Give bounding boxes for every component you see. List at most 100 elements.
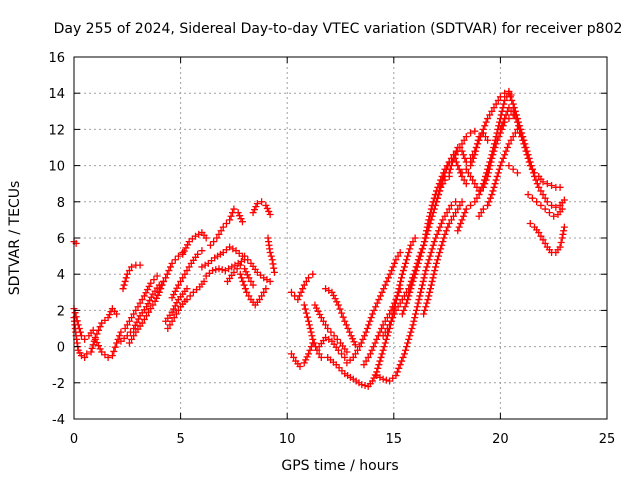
data-point-plus xyxy=(486,111,494,119)
data-point-plus xyxy=(290,353,298,361)
data-point-plus xyxy=(198,247,206,255)
data-point-plus xyxy=(539,191,547,199)
data-point-plus xyxy=(83,350,91,358)
data-point-plus xyxy=(396,285,404,293)
data-point-plus xyxy=(435,191,443,199)
data-point-plus xyxy=(423,299,431,307)
data-point-plus xyxy=(556,183,564,191)
data-point-plus xyxy=(328,288,336,296)
data-point-plus xyxy=(558,234,566,242)
data-point-plus xyxy=(469,176,477,184)
data-point-plus xyxy=(142,303,150,311)
data-point-plus xyxy=(475,191,483,199)
data-point-plus xyxy=(403,256,411,264)
data-point-plus xyxy=(145,282,153,290)
data-point-plus xyxy=(168,259,176,267)
y-tick-label: -4 xyxy=(52,413,65,428)
data-point-plus xyxy=(313,346,321,354)
data-point-plus xyxy=(404,339,412,347)
data-point-plus xyxy=(386,321,394,329)
y-tick-label: 10 xyxy=(48,160,65,175)
data-point-plus xyxy=(172,310,180,318)
data-point-plus xyxy=(513,169,521,177)
data-point-plus xyxy=(330,332,338,340)
data-point-plus xyxy=(488,151,496,159)
data-point-plus xyxy=(305,321,313,329)
data-point-plus xyxy=(258,292,266,300)
data-point-plus xyxy=(518,133,526,141)
data-point-plus xyxy=(419,277,427,285)
data-point-plus xyxy=(467,129,475,137)
data-point-plus xyxy=(121,277,129,285)
data-point-plus xyxy=(505,140,513,148)
series-track-32 xyxy=(360,285,404,369)
data-point-plus xyxy=(311,301,319,309)
data-point-plus xyxy=(509,111,517,119)
data-point-plus xyxy=(501,115,509,123)
data-point-plus xyxy=(452,209,460,217)
data-point-plus xyxy=(477,209,485,217)
data-point-plus xyxy=(461,209,469,217)
data-point-plus xyxy=(475,136,483,144)
data-point-plus xyxy=(502,111,510,119)
data-point-plus xyxy=(170,305,178,313)
data-point-plus xyxy=(559,230,567,238)
data-point-plus xyxy=(441,230,449,238)
data-point-plus xyxy=(454,147,462,155)
data-point-plus xyxy=(366,317,374,325)
data-point-plus xyxy=(501,151,509,159)
data-point-plus xyxy=(427,281,435,289)
data-point-plus xyxy=(147,293,155,301)
data-point-plus xyxy=(478,183,486,191)
data-point-plus xyxy=(334,346,342,354)
data-point-plus xyxy=(309,270,317,278)
data-point-plus xyxy=(307,328,315,336)
series-track-22 xyxy=(249,198,274,218)
data-point-plus xyxy=(427,248,435,256)
data-point-plus xyxy=(490,183,498,191)
series-track-05 xyxy=(91,328,125,361)
data-point-plus xyxy=(162,274,170,282)
data-point-plus xyxy=(364,353,372,361)
data-point-plus xyxy=(464,169,472,177)
data-point-plus xyxy=(170,314,178,322)
data-point-plus xyxy=(488,191,496,199)
data-point-plus xyxy=(462,180,470,188)
data-point-plus xyxy=(268,256,276,264)
data-point-plus xyxy=(171,287,179,295)
data-point-plus xyxy=(182,244,190,252)
data-point-plus xyxy=(388,267,396,275)
data-point-plus xyxy=(504,144,512,151)
data-point-plus xyxy=(454,205,462,213)
data-point-plus xyxy=(404,252,412,260)
data-point-plus xyxy=(489,187,497,195)
data-point-plus xyxy=(406,288,414,296)
data-point-plus xyxy=(494,96,502,104)
data-point-plus xyxy=(425,292,433,300)
data-point-plus xyxy=(379,375,387,383)
data-point-plus xyxy=(236,212,244,220)
data-point-plus xyxy=(526,220,534,228)
data-point-plus xyxy=(138,296,146,304)
data-point-plus xyxy=(414,259,422,267)
data-point-plus xyxy=(360,361,368,369)
data-point-plus xyxy=(442,227,450,235)
data-point-plus xyxy=(166,321,174,329)
data-point-plus xyxy=(310,339,318,347)
data-point-plus xyxy=(543,180,551,188)
data-point-plus xyxy=(422,267,430,275)
data-point-plus xyxy=(245,274,253,282)
data-point-plus xyxy=(88,344,96,352)
data-point-plus xyxy=(438,241,446,249)
data-point-plus xyxy=(432,198,440,206)
data-point-plus xyxy=(484,201,492,209)
data-point-plus xyxy=(493,172,501,180)
data-point-plus xyxy=(471,180,479,188)
data-point-plus xyxy=(342,321,350,329)
data-point-plus xyxy=(558,205,566,213)
data-point-plus xyxy=(443,209,451,217)
data-point-plus xyxy=(238,274,246,282)
data-point-plus xyxy=(379,321,387,329)
data-point-plus xyxy=(528,194,536,202)
data-point-plus xyxy=(227,212,235,220)
